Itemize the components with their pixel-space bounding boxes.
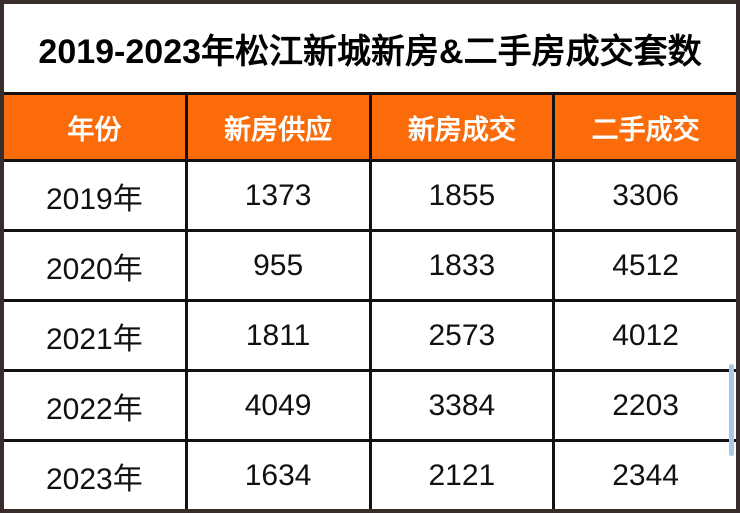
value-cell-new-deals: 2573 bbox=[371, 302, 553, 369]
data-table: 年份 新房供应 新房成交 二手成交 2019年 1373 1855 3306 2… bbox=[4, 92, 736, 509]
value-cell-secondhand-deals: 2344 bbox=[555, 442, 736, 509]
value-cell-new-deals: 1833 bbox=[371, 232, 553, 299]
year-cell: 2021年 bbox=[4, 302, 185, 369]
page-title: 2019-2023年松江新城新房&二手房成交套数 bbox=[38, 32, 702, 71]
year-cell: 2022年 bbox=[4, 372, 185, 439]
year-cell: 2019年 bbox=[4, 162, 185, 229]
column-header-year: 年份 bbox=[4, 95, 185, 159]
value-cell-secondhand-deals: 4012 bbox=[555, 302, 736, 369]
value-cell-new-deals: 1855 bbox=[371, 162, 553, 229]
year-cell: 2023年 bbox=[4, 442, 185, 509]
value-cell-supply: 1634 bbox=[187, 442, 369, 509]
value-cell-secondhand-deals: 2203 bbox=[555, 372, 736, 439]
year-cell: 2020年 bbox=[4, 232, 185, 299]
value-cell-supply: 1373 bbox=[187, 162, 369, 229]
value-cell-new-deals: 3384 bbox=[371, 372, 553, 439]
value-cell-supply: 4049 bbox=[187, 372, 369, 439]
value-cell-new-deals: 2121 bbox=[371, 442, 553, 509]
value-cell-secondhand-deals: 3306 bbox=[555, 162, 736, 229]
scrollbar-thumb[interactable] bbox=[729, 364, 734, 456]
value-cell-secondhand-deals: 4512 bbox=[555, 232, 736, 299]
column-header-new-home-deals: 新房成交 bbox=[371, 95, 553, 159]
value-cell-supply: 955 bbox=[187, 232, 369, 299]
column-header-secondhand-deals: 二手成交 bbox=[555, 95, 736, 159]
column-header-new-home-supply: 新房供应 bbox=[187, 95, 369, 159]
title-bar: 2019-2023年松江新城新房&二手房成交套数 bbox=[4, 4, 736, 92]
value-cell-supply: 1811 bbox=[187, 302, 369, 369]
